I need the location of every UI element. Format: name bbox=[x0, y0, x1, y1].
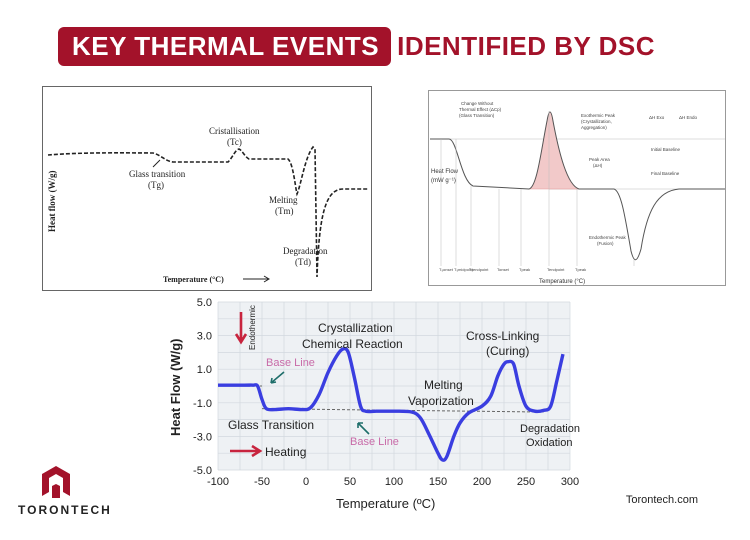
p2-exo3: Aggregation) bbox=[581, 125, 607, 130]
p1-melt-sym: (Tm) bbox=[275, 206, 294, 216]
p2-initial: Initial Baseline bbox=[651, 147, 681, 152]
p2-dh-exo: ΔH Exo bbox=[649, 115, 665, 120]
x-tick-labels: -100 -50 0 50 100 150 200 250 300 bbox=[207, 476, 579, 488]
x-axis-label: Temperature (ºC) bbox=[336, 496, 435, 511]
p2-exo: Exothermic Peak bbox=[581, 113, 616, 118]
ann-vapor: Vaporization bbox=[408, 394, 474, 408]
heat-flow-line bbox=[218, 346, 565, 462]
p2-tick-label: T₉onset bbox=[439, 267, 454, 272]
p2-ylabel: Heat Flow bbox=[431, 169, 459, 175]
y-tick-labels: 5.0 3.0 1.0 -1.0 -3.0 -5.0 bbox=[193, 297, 212, 477]
dsc-main-chart: 5.0 3.0 1.0 -1.0 -3.0 -5.0 -100 -50 0 50 100 150 20… bbox=[168, 292, 580, 514]
p1-degr: Degradation bbox=[283, 246, 328, 256]
p2-area2: (ΔH) bbox=[593, 163, 603, 168]
ann-curing: (Curing) bbox=[486, 344, 529, 358]
title-rest: IDENTIFIED BY DSC bbox=[397, 30, 656, 61]
ann-endo: Endothermic bbox=[248, 305, 257, 350]
dsc-curve-panel-1: Heat flow (W/g) Cristallisation (Tc) Gla… bbox=[42, 86, 372, 291]
torontech-logo bbox=[42, 466, 70, 498]
ann-base2: Base Line bbox=[350, 436, 399, 448]
title-highlight: KEY THERMAL EVENTS bbox=[58, 26, 392, 66]
heating-arrow bbox=[230, 444, 263, 458]
y-tick-label: 3.0 bbox=[197, 331, 212, 343]
x-tick-label: -100 bbox=[207, 476, 229, 488]
page-title: KEY THERMAL EVENTS IDENTIFIED BY DSC bbox=[58, 24, 655, 68]
p2-xlabel: Temperature (°C) bbox=[539, 279, 585, 285]
brand-name: TORONTECH bbox=[18, 503, 112, 517]
x-tick-label: -50 bbox=[254, 476, 270, 488]
p1-cryst-sym: (Tc) bbox=[227, 137, 242, 147]
p2-exo2: (Crystallization, bbox=[581, 119, 612, 124]
p1-degr-sym: (Td) bbox=[295, 257, 311, 267]
x-tick-label: 300 bbox=[561, 476, 579, 488]
dsc-curve-panel-2: Heat Flow (mW g⁻¹) Change Without Therma… bbox=[428, 90, 726, 286]
ann-glass: Glass Transition bbox=[228, 418, 314, 432]
p2-curve bbox=[430, 111, 725, 261]
ann-chem: Chemical Reaction bbox=[302, 337, 403, 351]
p2-tick-label: T₉midpoint bbox=[454, 267, 474, 272]
p2-tick-label: Tendpoint bbox=[547, 267, 565, 272]
p2-yunit: (mW g⁻¹) bbox=[431, 178, 456, 184]
p2-tick-label: Tpeak bbox=[575, 267, 586, 272]
base1-pointer bbox=[270, 371, 285, 384]
p2-tick-label: Tonset bbox=[497, 267, 510, 272]
y-tick-label: 1.0 bbox=[197, 364, 212, 376]
endothermic-arrow bbox=[234, 312, 248, 345]
p2-endo: Endothermic Peak bbox=[589, 235, 627, 240]
x-tick-label: 250 bbox=[517, 476, 535, 488]
p2-tick-label: Tpeak bbox=[519, 267, 530, 272]
p2-endo2: (Fusion) bbox=[597, 241, 614, 246]
ann-melting: Melting bbox=[424, 378, 463, 392]
p2-change: Change Without bbox=[461, 101, 494, 106]
x-tick-label: 200 bbox=[473, 476, 491, 488]
ann-heating: Heating bbox=[265, 445, 306, 459]
y-tick-label: -5.0 bbox=[193, 465, 212, 477]
ann-oxid: Oxidation bbox=[526, 437, 572, 449]
base2-pointer bbox=[357, 422, 370, 435]
website-text: Torontech.com bbox=[625, 494, 698, 506]
p2-tick-label: T₉endpoint bbox=[469, 267, 489, 272]
y-tick-label: 5.0 bbox=[197, 297, 212, 309]
p2-area: Peak Area bbox=[589, 157, 610, 162]
p1-xlabel: Temperature (°C) bbox=[163, 275, 224, 284]
p2-dh-endo: ΔH Endo bbox=[679, 115, 698, 120]
p2-change2: Thermal Effect (ΔCp) bbox=[459, 107, 502, 112]
p1-cryst: Cristallisation bbox=[209, 126, 260, 136]
p1-ylabel: Heat flow (W/g) bbox=[47, 171, 57, 232]
ann-degr: Degradation bbox=[520, 423, 580, 435]
x-tick-label: 50 bbox=[344, 476, 356, 488]
p1-curve bbox=[47, 145, 368, 278]
ann-cross: Cross-Linking bbox=[466, 329, 539, 343]
p1-glass: Glass transition bbox=[129, 169, 186, 179]
y-tick-label: -1.0 bbox=[193, 398, 212, 410]
x-tick-label: 150 bbox=[429, 476, 447, 488]
p2-shade bbox=[528, 111, 580, 190]
y-tick-label: -3.0 bbox=[193, 431, 212, 443]
p1-melt: Melting bbox=[269, 195, 298, 205]
p2-change3: (Glass Transition) bbox=[459, 113, 495, 118]
y-axis-label: Heat Flow (W/g) bbox=[168, 339, 183, 437]
p2-final: Final Baseline bbox=[651, 171, 680, 176]
x-tick-label: 0 bbox=[303, 476, 309, 488]
ann-base1: Base Line bbox=[266, 357, 315, 369]
x-tick-label: 100 bbox=[385, 476, 403, 488]
ann-cryst: Crystallization bbox=[318, 321, 393, 335]
p1-glass-sym: (Tg) bbox=[148, 180, 164, 190]
